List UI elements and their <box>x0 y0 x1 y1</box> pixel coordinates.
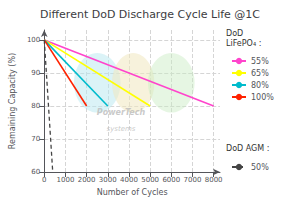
svg-text:2000: 2000 <box>78 176 96 184</box>
svg-text:Remaining Capacity (%): Remaining Capacity (%) <box>8 53 17 149</box>
svg-text:100%: 100% <box>251 93 274 102</box>
svg-text:PowerTech: PowerTech <box>97 108 146 117</box>
svg-text:80: 80 <box>31 102 40 110</box>
svg-text:90: 90 <box>31 69 40 77</box>
svg-text:Different DoD Discharge Cycle: Different DoD Discharge Cycle Life @1C <box>40 8 260 21</box>
svg-text:60: 60 <box>31 168 40 176</box>
svg-text:100: 100 <box>27 36 40 44</box>
svg-text:80%: 80% <box>251 81 269 90</box>
svg-text:8000: 8000 <box>205 176 223 184</box>
svg-text:1000: 1000 <box>57 176 75 184</box>
svg-text:Number of Cycles: Number of Cycles <box>97 188 168 197</box>
svg-text:6000: 6000 <box>162 176 180 184</box>
svg-text:4000: 4000 <box>120 176 138 184</box>
svg-text:DoD: DoD <box>226 29 243 38</box>
svg-text:70: 70 <box>31 135 40 143</box>
svg-text:systems: systems <box>107 125 136 133</box>
svg-text:DoD AGM :: DoD AGM : <box>226 144 269 153</box>
svg-text:50%: 50% <box>251 163 269 172</box>
svg-text:7000: 7000 <box>184 176 202 184</box>
svg-text:3000: 3000 <box>99 176 117 184</box>
svg-text:65%: 65% <box>251 69 269 78</box>
svg-text:LiFePO₄ :: LiFePO₄ : <box>226 39 261 48</box>
svg-text:0: 0 <box>42 176 46 184</box>
svg-text:55%: 55% <box>251 57 269 66</box>
svg-text:5000: 5000 <box>141 176 159 184</box>
